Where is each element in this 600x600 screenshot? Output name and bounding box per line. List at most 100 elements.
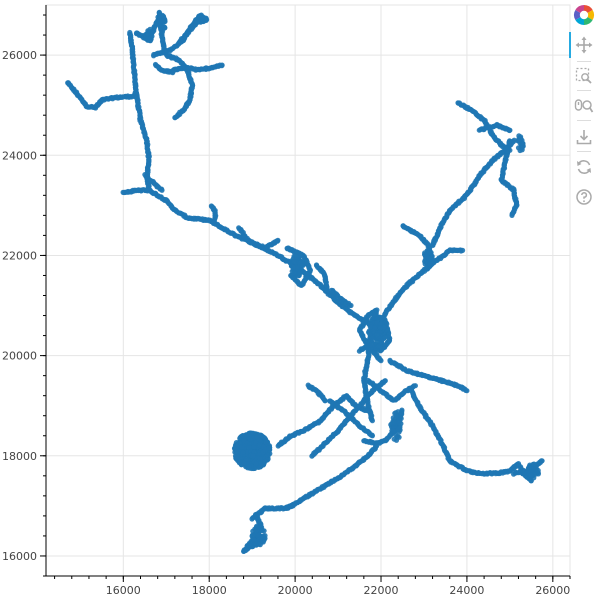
- data-point: [509, 212, 515, 218]
- wheel-zoom-icon: [574, 99, 594, 113]
- y-tick-label: 26000: [2, 49, 37, 62]
- data-point: [256, 541, 262, 547]
- data-point: [390, 428, 396, 434]
- plot-frame: [45, 4, 571, 577]
- box-zoom-icon: [575, 67, 592, 84]
- data-point: [256, 442, 262, 448]
- y-tick-label: 16000: [2, 550, 37, 563]
- grid-lines: [45, 4, 571, 577]
- data-point: [291, 258, 297, 265]
- data-point: [146, 187, 152, 193]
- data-point: [528, 472, 534, 478]
- data-point: [518, 134, 524, 140]
- data-point: [250, 453, 256, 459]
- toolbar-separator: [577, 120, 591, 121]
- toolbar-separator: [577, 61, 591, 62]
- reset-tool-button[interactable]: [572, 155, 596, 179]
- data-point: [237, 459, 243, 465]
- data-point: [381, 324, 387, 330]
- data-point: [161, 24, 167, 30]
- data-point: [251, 537, 257, 543]
- data-point: [393, 413, 399, 419]
- x-tick-label: 22000: [364, 584, 399, 597]
- pan-tool-button[interactable]: [572, 33, 596, 57]
- data-point: [535, 467, 541, 474]
- data-point: [375, 343, 381, 349]
- data-point: [219, 62, 225, 68]
- data-point: [257, 464, 263, 470]
- data-point: [422, 251, 428, 258]
- data-point: [258, 433, 265, 439]
- data-point: [531, 461, 537, 467]
- data-point: [145, 28, 151, 34]
- data-point: [367, 324, 373, 330]
- data-point: [257, 456, 263, 462]
- data-point: [369, 335, 375, 341]
- data-point: [377, 325, 383, 331]
- download-icon: [576, 130, 592, 145]
- data-point: [290, 264, 296, 270]
- data-point: [348, 302, 354, 309]
- data-point: [515, 145, 522, 151]
- y-tick-label: 18000: [2, 450, 37, 463]
- data-point: [426, 249, 432, 255]
- data-point: [396, 420, 402, 426]
- data-point: [253, 461, 259, 467]
- help-icon: [576, 189, 592, 205]
- data-point: [239, 444, 245, 450]
- data-point: [539, 458, 545, 464]
- data-point: [369, 433, 375, 439]
- data-point: [234, 449, 240, 455]
- data-point: [262, 458, 268, 464]
- data-point: [374, 443, 380, 449]
- plot-toolbar: [568, 0, 600, 230]
- save-tool-button[interactable]: [572, 125, 596, 149]
- x-tick-label: 16000: [106, 584, 141, 597]
- data-point: [259, 527, 265, 534]
- data-point: [507, 127, 513, 133]
- data-point: [365, 408, 371, 414]
- toolbar-separator: [577, 151, 591, 152]
- data-point: [412, 383, 418, 389]
- data-point: [382, 334, 388, 341]
- data-point: [361, 438, 367, 444]
- data-point: [255, 532, 261, 538]
- data-point: [370, 328, 376, 335]
- active-tool-indicator: [569, 32, 571, 58]
- help-tool-button[interactable]: [572, 185, 596, 209]
- data-point: [159, 18, 165, 24]
- data-point: [297, 269, 303, 275]
- data-point: [294, 254, 300, 260]
- data-point: [241, 460, 247, 466]
- data-point: [324, 287, 330, 294]
- data-point: [260, 449, 266, 455]
- data-point: [266, 445, 272, 451]
- y-tick-label: 22000: [2, 249, 37, 262]
- data-point: [159, 187, 165, 193]
- data-point: [290, 503, 296, 509]
- data-point: [460, 247, 466, 253]
- x-tick-label: 26000: [535, 584, 570, 597]
- data-point: [322, 398, 328, 404]
- data-point: [176, 40, 182, 46]
- data-point: [156, 22, 162, 28]
- data-point: [299, 263, 305, 269]
- data-point: [127, 29, 133, 36]
- data-point: [210, 220, 217, 226]
- toolbar-separator: [577, 90, 591, 91]
- reset-icon: [577, 160, 591, 174]
- data-point: [395, 426, 401, 432]
- data-point: [344, 393, 350, 399]
- y-tick-label: 24000: [2, 149, 37, 162]
- data-point: [234, 455, 240, 461]
- data-point: [382, 378, 388, 384]
- x-tick-label: 20000: [278, 584, 313, 597]
- data-point: [374, 332, 380, 338]
- wheel-zoom-tool-button[interactable]: [572, 94, 596, 118]
- box-zoom-tool-button[interactable]: [572, 64, 596, 88]
- data-point: [263, 439, 269, 445]
- bokeh-logo-icon[interactable]: [572, 3, 596, 27]
- move-icon: [575, 36, 593, 54]
- data-point: [145, 35, 151, 42]
